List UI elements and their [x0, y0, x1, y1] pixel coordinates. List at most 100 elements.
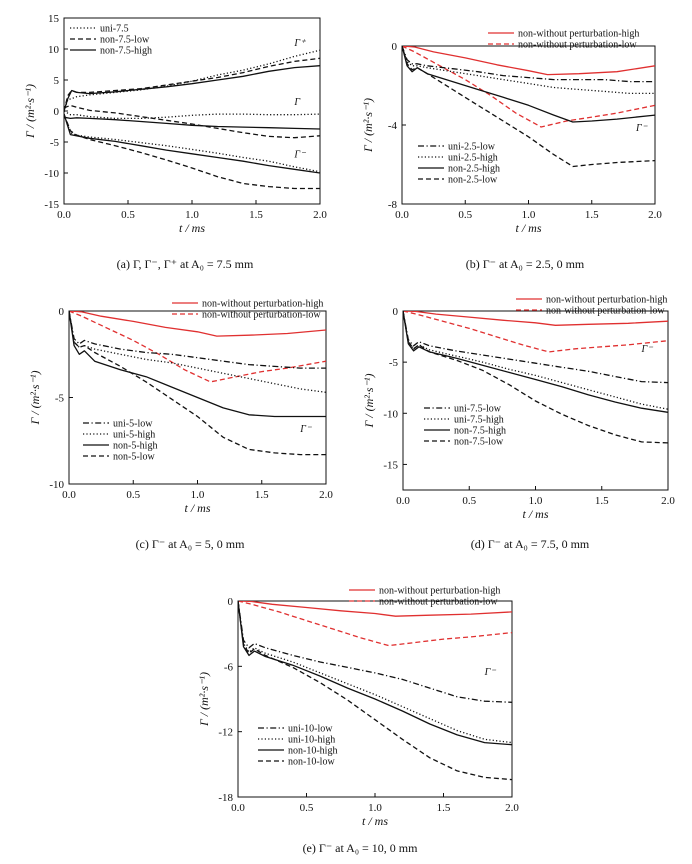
- legend-label: non-2.5-high: [448, 164, 500, 175]
- x-tick-label: 0.0: [57, 209, 71, 221]
- caption-e: (e) Γ⁻ at A₀ = 10, 0 mm: [303, 841, 419, 855]
- series-line-uni-10-low: [238, 601, 512, 703]
- annotation-label: Γ⁻: [299, 424, 312, 435]
- legend-label: non-without perturbation-high: [518, 29, 639, 40]
- series-group: [64, 49, 320, 190]
- series-line-non-10-high: [238, 601, 512, 746]
- legend: non-without perturbation-highnon-without…: [488, 29, 639, 51]
- y-tick-label: -10: [44, 168, 59, 180]
- y-tick-label: -5: [50, 137, 60, 149]
- legend-label: non-7.5-low: [100, 35, 150, 46]
- chart-panel-b: 0.0 0.5 1.0 1.5 2.0 -8 -4 0 t / ms Γ / (m²·s⁻¹) Γ⁻…: [361, 29, 662, 236]
- chart-panel-e: 0.0 0.5 1.0 1.5 2.0 -18 -12 -6 0 t / ms Γ / (m²·s⁻…: [197, 586, 519, 829]
- y-tick-label: -5: [55, 393, 65, 405]
- series-line-non-without perturbation-high: [69, 311, 326, 337]
- x-tick-label: 1.5: [585, 209, 599, 221]
- y-tick-label: 5: [54, 75, 60, 87]
- annotation-label: Γ⁺: [293, 38, 306, 49]
- legend-label: non-2.5-low: [448, 175, 498, 186]
- legend-label: non-10-low: [288, 757, 335, 768]
- y-tick-label: -6: [224, 661, 234, 673]
- annotation-label: Γ: [293, 97, 300, 108]
- x-tick-label: 1.5: [249, 209, 263, 221]
- series-line-non-10-low: [238, 601, 512, 781]
- y-tick-label: 0: [54, 106, 60, 118]
- x-tick-label: 2.0: [505, 802, 519, 814]
- y-axis-label: Γ / (m²·s⁻¹): [362, 373, 376, 428]
- legend-label: uni-5-low: [113, 419, 153, 430]
- series-line-non-2.5-high: [402, 46, 655, 123]
- annotation-label: Γ⁻: [635, 123, 648, 134]
- series-group: [403, 311, 668, 444]
- series-line-unnamed-4: [64, 104, 320, 139]
- y-axis-label: Γ / (m²·s⁻¹): [28, 370, 42, 425]
- series-line-unnamed-3: [64, 110, 320, 120]
- legend: non-without perturbation-highnon-without…: [172, 299, 323, 321]
- x-tick-label: 2.0: [648, 209, 662, 221]
- series-line-non-without perturbation-low: [402, 46, 655, 128]
- y-tick-label: -10: [383, 408, 398, 420]
- legend-label: non-7.5-low: [454, 437, 504, 448]
- legend-label: uni-7.5-low: [454, 404, 502, 415]
- legend-label: non-without perturbation-high: [379, 586, 500, 597]
- series-line-non-7.5-low: [403, 311, 668, 444]
- caption-a: (a) Γ, Γ⁻, Γ⁺ at A₀ = 7.5 mm: [117, 257, 254, 271]
- legend-label: non-without perturbation-high: [546, 295, 667, 306]
- series-line-non-without perturbation-high: [238, 601, 512, 617]
- x-tick-label: 1.0: [522, 209, 536, 221]
- annotation-label: Γ⁻: [293, 150, 306, 161]
- y-tick-label: -12: [218, 727, 233, 739]
- legend-label: non-without perturbation-low: [202, 310, 321, 321]
- legend-label: non-10-high: [288, 746, 337, 757]
- x-tick-label: 0.5: [126, 489, 140, 501]
- x-tick-label: 2.0: [319, 489, 333, 501]
- series-group: [402, 46, 655, 168]
- caption-b: (b) Γ⁻ at A₀ = 2.5, 0 mm: [466, 257, 585, 271]
- series-group: [69, 311, 326, 456]
- x-axis-label: t / ms: [515, 221, 541, 235]
- series-line-uni-10-high: [238, 601, 512, 744]
- y-tick-label: 0: [59, 306, 65, 318]
- y-tick-label: -10: [49, 479, 64, 491]
- legend-label: non-without perturbation-low: [518, 40, 637, 51]
- x-axis-label: t / ms: [184, 501, 210, 515]
- series-line-unnamed-5: [64, 116, 320, 130]
- series-group: [238, 601, 512, 781]
- y-tick-label: 15: [48, 13, 60, 25]
- x-tick-label: 2.0: [313, 209, 327, 221]
- legend-label: non-7.5-high: [454, 426, 506, 437]
- x-axis-label: t / ms: [522, 507, 548, 521]
- y-tick-label: -5: [389, 357, 399, 369]
- legend: non-without perturbation-highnon-without…: [349, 586, 500, 608]
- legend-label: uni-2.5-low: [448, 142, 496, 153]
- series-line-non-7.5-high: [403, 311, 668, 413]
- series-line-uni-7.5: [64, 49, 320, 112]
- x-tick-label: 0.0: [395, 209, 409, 221]
- y-axis-label: Γ / (m²·s⁻¹): [197, 672, 211, 727]
- series-line-uni-2.5-low: [402, 46, 655, 83]
- x-tick-label: 1.0: [185, 209, 199, 221]
- legend-label: uni-7.5: [100, 24, 129, 35]
- y-tick-label: 10: [48, 44, 60, 56]
- series-line-uni-2.5-high: [402, 46, 655, 95]
- series-line-non-2.5-low: [402, 46, 655, 168]
- y-tick-label: -4: [388, 120, 398, 132]
- x-tick-label: 1.0: [191, 489, 205, 501]
- series-line-unnamed-8: [64, 113, 320, 174]
- legend-label: non-5-low: [113, 452, 155, 463]
- y-tick-label: -18: [218, 792, 233, 804]
- chart-panel-c: 0.0 0.5 1.0 1.5 2.0 -10 -5 0 t / ms Γ / (m²·s⁻¹) Γ…: [28, 299, 333, 516]
- legend-label: non-without perturbation-low: [546, 306, 665, 317]
- x-tick-label: 2.0: [661, 495, 675, 507]
- annotation-label: Γ⁻: [641, 344, 654, 355]
- series-line-non-without perturbation-low: [238, 601, 512, 647]
- x-tick-label: 0.0: [62, 489, 76, 501]
- caption-c: (c) Γ⁻ at A₀ = 5, 0 mm: [136, 537, 246, 551]
- x-axis-label: t / ms: [362, 814, 388, 828]
- y-axis-label: Γ / (m²·s⁻¹): [361, 98, 375, 153]
- caption-d: (d) Γ⁻ at A₀ = 7.5, 0 mm: [471, 537, 590, 551]
- y-tick-label: 0: [392, 41, 398, 53]
- x-tick-label: 1.5: [255, 489, 269, 501]
